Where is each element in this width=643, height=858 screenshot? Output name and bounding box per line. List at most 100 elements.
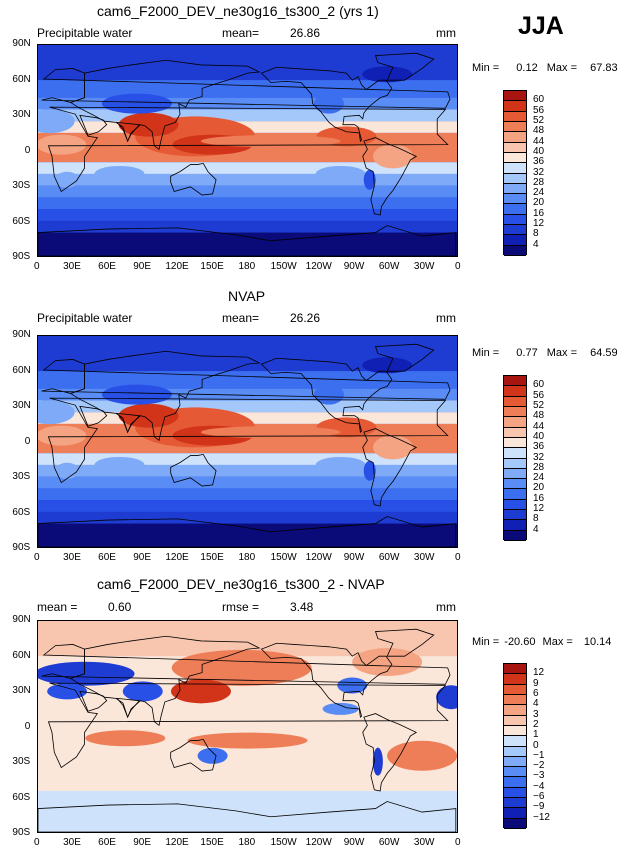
x-tick-label: 30W [413,261,435,272]
field-contour [101,93,172,114]
colorbar-segment [504,756,526,768]
field-contour [362,357,413,374]
coastline-europe [41,68,451,109]
mean-label: mean= [222,311,260,325]
colorbar-label: −4 [533,780,545,792]
field-contour [313,93,344,114]
colorbar-label: 2 [533,718,539,730]
colorbar-label: 28 [533,461,545,473]
colorbar-segment [504,468,526,480]
colorbar-label: 60 [533,379,545,391]
colorbar-label: 8 [533,228,539,240]
panel-title: cam6_F2000_DEV_ne30g16_ts300_2 - NVAP [97,576,385,592]
colorbar-label: 28 [533,176,545,188]
colorbar-label: 12 [533,667,545,679]
units-label: mm [436,26,456,40]
x-tick-label: 90W [343,837,365,848]
colorbar-segment [504,142,526,153]
colorbar-label: 36 [533,441,545,453]
field-contour [38,400,75,425]
min-max: Min = 0.12 Max = 67.83 [472,62,618,74]
x-tick-label: 120E [165,837,189,848]
colorbar-label: 48 [533,125,545,137]
min-max: Min = -20.60 Max = 10.14 [472,636,611,648]
colorbar-segment [504,798,526,809]
y-tick-label: 60S [12,215,31,227]
colorbar-label: 20 [533,482,545,494]
field-band [38,500,457,512]
field-contour [187,732,308,749]
min-label: Min = [472,347,500,359]
rmse-label: rmse = [222,600,260,614]
colorbar-label: 36 [533,156,545,168]
panel-title: NVAP [228,288,266,304]
x-tick-label: 150E [200,552,224,563]
colorbar-label: 44 [533,420,545,432]
field-contour [38,109,75,134]
x-tick-label: 90E [133,837,152,848]
x-tick-label: 90W [343,261,365,272]
colorbar-label: −3 [533,770,545,782]
y-tick-label: 90N [12,614,31,625]
coastline-africa [47,106,449,193]
coastline-arabia [79,690,108,712]
colorbar-label: 16 [533,492,545,504]
coastline-namerica [260,642,393,718]
x-tick-label: 150E [200,261,224,272]
field-contour [200,426,341,439]
x-tick-label: 180 [238,837,256,848]
y-tick-label: 90S [12,251,31,262]
x-tick-label: 60W [378,261,400,272]
x-tick-label: 120W [305,837,332,848]
colorbar-segment [504,510,526,521]
colorbar-segment [504,91,526,102]
coastline-arabia [79,405,108,427]
colorbar-segment [504,173,526,184]
mean-label: mean= [222,26,260,40]
x-tick-label: 150W [270,261,297,272]
max-value: 64.59 [590,347,618,359]
colorbar-label: 56 [533,104,545,116]
field-contour [315,456,366,473]
colorbar-segment [504,684,526,695]
mean-label: mean = [37,600,78,614]
colorbar-segment [504,417,526,428]
field-contour [352,648,423,677]
field-contour [200,135,341,148]
field-band [38,476,457,489]
colorbar-segment [504,694,526,706]
colorbar-segment [504,376,526,387]
field-band [38,162,457,174]
panel-title: cam6_F2000_DEV_ne30g16_ts300_2 (yrs 1) [97,3,379,19]
x-tick-label: 120E [165,552,189,563]
y-tick-label: 0 [24,144,31,156]
units-label: mm [436,600,456,614]
colorbar-label: 44 [533,135,545,147]
min-value: 0.77 [516,347,538,359]
field-contour [55,171,80,188]
map-field [37,44,458,257]
colorbar-label: 56 [533,389,545,401]
field-band [38,464,457,477]
colorbar [503,663,527,829]
x-tick-label: 60W [378,552,400,563]
colorbar-label: 40 [533,145,545,157]
coastline-greenland [374,52,435,81]
colorbar-label: 1 [533,729,539,741]
colorbar-segment [504,448,526,459]
units-label: mm [436,311,456,325]
colorbar-segment [504,121,526,133]
variable-label: Precipitable water [37,26,133,40]
coastline-asia [69,59,261,151]
colorbar-segment [504,664,526,675]
colorbar-segment [504,818,526,829]
panel-model: cam6_F2000_DEV_ne30g16_ts300_2 (yrs 1) P… [0,0,643,285]
field-band [38,790,457,832]
y-tick-label: 90N [12,38,31,49]
colorbar-segment [504,386,526,397]
field-band [38,173,457,186]
colorbar-label: −1 [533,749,545,761]
colorbar-label: 60 [533,94,545,106]
field-contour [363,169,376,190]
colorbar-segment [504,674,526,685]
